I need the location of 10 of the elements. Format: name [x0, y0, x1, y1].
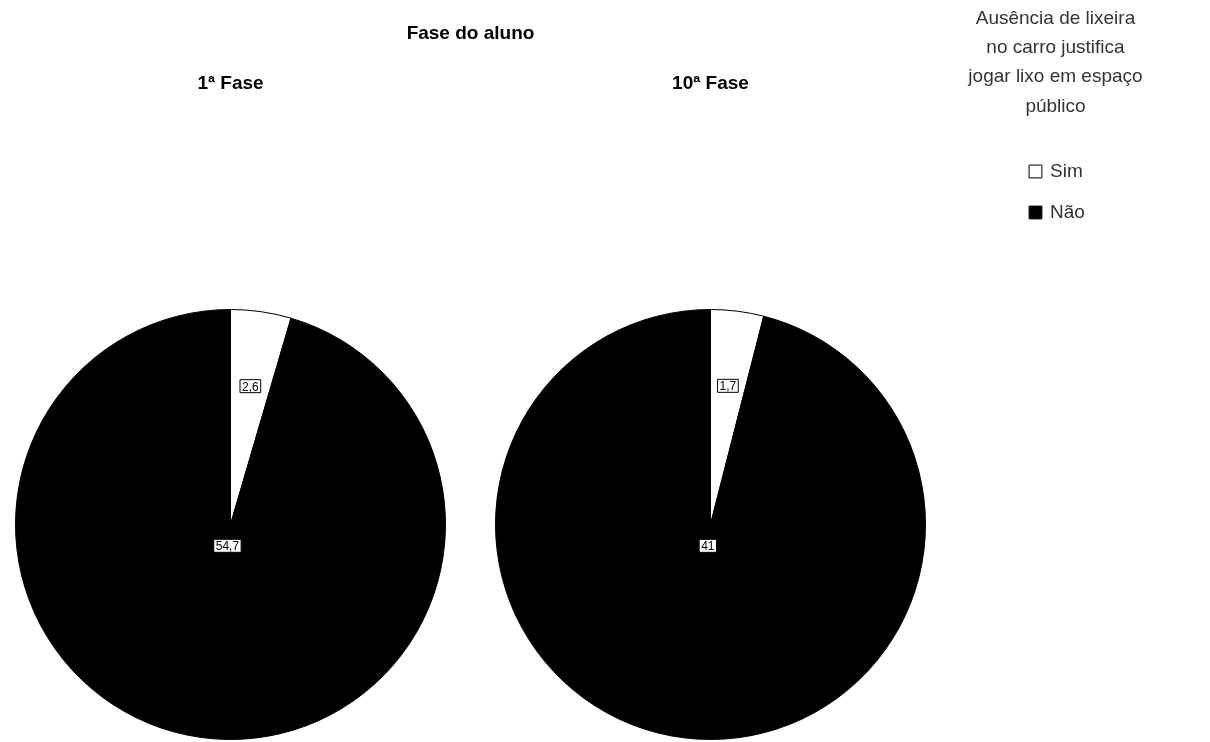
- chart-subtitle: 1ª Fase: [197, 72, 264, 93]
- data-label: 1,7: [719, 379, 737, 394]
- legend-title: Ausência de lixeira no carro justifica jogar lixo em espaço público: [967, 6, 1143, 116]
- legend-label: Sim: [1050, 160, 1083, 182]
- chart-title: Fase do aluno: [406, 22, 535, 43]
- data-label: 41: [701, 539, 715, 554]
- data-label: 2,6: [242, 379, 260, 394]
- chart-subtitle: 10ª Fase: [672, 72, 749, 93]
- data-label: 54,7: [215, 539, 240, 554]
- legend-label: Não: [1050, 201, 1085, 223]
